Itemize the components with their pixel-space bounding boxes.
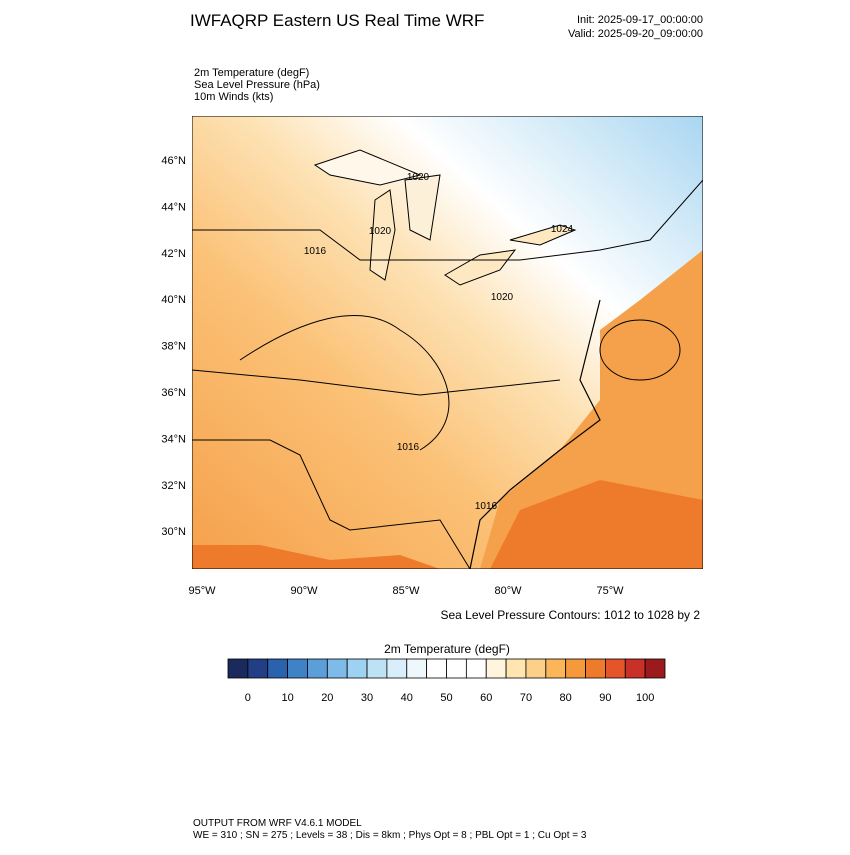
colorbar-label: 90 bbox=[599, 692, 611, 704]
field-list: 2m Temperature (degF)Sea Level Pressure … bbox=[194, 67, 320, 103]
colorbar-swatch bbox=[346, 658, 368, 679]
colorbar-swatch bbox=[386, 658, 408, 679]
colorbar-swatch bbox=[326, 658, 348, 679]
colorbar-swatch bbox=[366, 658, 388, 679]
colorbar-label: 10 bbox=[281, 692, 293, 704]
colorbar-swatch bbox=[605, 658, 626, 679]
lon-label: 90°W bbox=[290, 585, 318, 597]
colorbar-swatch bbox=[446, 658, 467, 679]
lat-label: 42°N bbox=[161, 248, 186, 260]
colorbar-swatch bbox=[247, 658, 269, 679]
init-time: Init: 2025-09-17_00:00:00 bbox=[577, 14, 703, 26]
valid-time: Valid: 2025-09-20_09:00:00 bbox=[568, 28, 703, 40]
colorbar-label: 0 bbox=[245, 692, 251, 704]
lat-label: 46°N bbox=[161, 155, 186, 167]
map bbox=[192, 116, 703, 569]
colorbar-swatch bbox=[644, 658, 666, 679]
footer-line: OUTPUT FROM WRF V4.6.1 MODEL bbox=[193, 818, 362, 829]
colorbar-swatch bbox=[406, 658, 428, 679]
lon-label: 85°W bbox=[392, 585, 420, 597]
lat-label: 30°N bbox=[161, 526, 186, 538]
colorbar-swatch bbox=[426, 658, 447, 679]
colorbar-swatch bbox=[624, 658, 646, 679]
lon-label: 75°W bbox=[596, 585, 624, 597]
contour-label: 1024 bbox=[551, 224, 574, 235]
colorbar-swatch bbox=[505, 658, 527, 679]
colorbar-swatch bbox=[287, 658, 308, 679]
lat-label: 38°N bbox=[161, 341, 186, 353]
lat-label: 36°N bbox=[161, 387, 186, 399]
colorbar-swatch bbox=[585, 658, 606, 679]
colorbar-swatch bbox=[465, 658, 487, 679]
lon-label: 80°W bbox=[494, 585, 522, 597]
colorbar-label: 70 bbox=[520, 692, 532, 704]
field-label: Sea Level Pressure (hPa) bbox=[194, 79, 320, 91]
contour-label: 1020 bbox=[491, 292, 514, 303]
contour-label: 1020 bbox=[369, 226, 392, 237]
colorbar-label: 60 bbox=[480, 692, 492, 704]
title: IWFAQRP Eastern US Real Time WRF bbox=[190, 11, 484, 30]
lat-label: 44°N bbox=[161, 201, 186, 213]
colorbar-label: 50 bbox=[440, 692, 452, 704]
colorbar-label: 30 bbox=[361, 692, 373, 704]
colorbar-label: 100 bbox=[636, 692, 654, 704]
colorbar-label: 20 bbox=[321, 692, 333, 704]
footer-line: WE = 310 ; SN = 275 ; Levels = 38 ; Dis … bbox=[193, 830, 587, 841]
colorbar-swatch bbox=[545, 658, 567, 679]
colorbar-swatch bbox=[227, 658, 249, 679]
contour-label: 1020 bbox=[407, 172, 430, 183]
map-labels: 46°N 44°N 42°N 40°N 38°N 36°N 34°N 32°N 30°N 95°W… bbox=[161, 155, 624, 597]
colorbar-swatch bbox=[525, 658, 547, 679]
contour-note: Sea Level Pressure Contours: 1012 to 102… bbox=[441, 608, 701, 622]
lat-label: 40°N bbox=[161, 294, 186, 306]
colorbar-label: 80 bbox=[560, 692, 572, 704]
colorbar-swatch bbox=[267, 658, 288, 679]
colorbar-title: 2m Temperature (degF) bbox=[384, 642, 510, 656]
colorbar-swatch bbox=[307, 658, 328, 679]
colorbar: 0 10 20 30 40 50 60 70 80 90 100 bbox=[227, 658, 666, 704]
contour-label: 1016 bbox=[397, 442, 420, 453]
colorbar-swatch bbox=[485, 658, 507, 679]
colorbar-swatch bbox=[565, 658, 586, 679]
field-label: 2m Temperature (degF) bbox=[194, 67, 309, 79]
colorbar-label: 40 bbox=[401, 692, 413, 704]
lat-label: 34°N bbox=[161, 433, 186, 445]
lat-label: 32°N bbox=[161, 480, 186, 492]
lon-label: 95°W bbox=[188, 585, 216, 597]
contour-label: 1016 bbox=[304, 246, 327, 257]
field-label: 10m Winds (kts) bbox=[194, 91, 273, 103]
contour-label: 1016 bbox=[475, 501, 498, 512]
